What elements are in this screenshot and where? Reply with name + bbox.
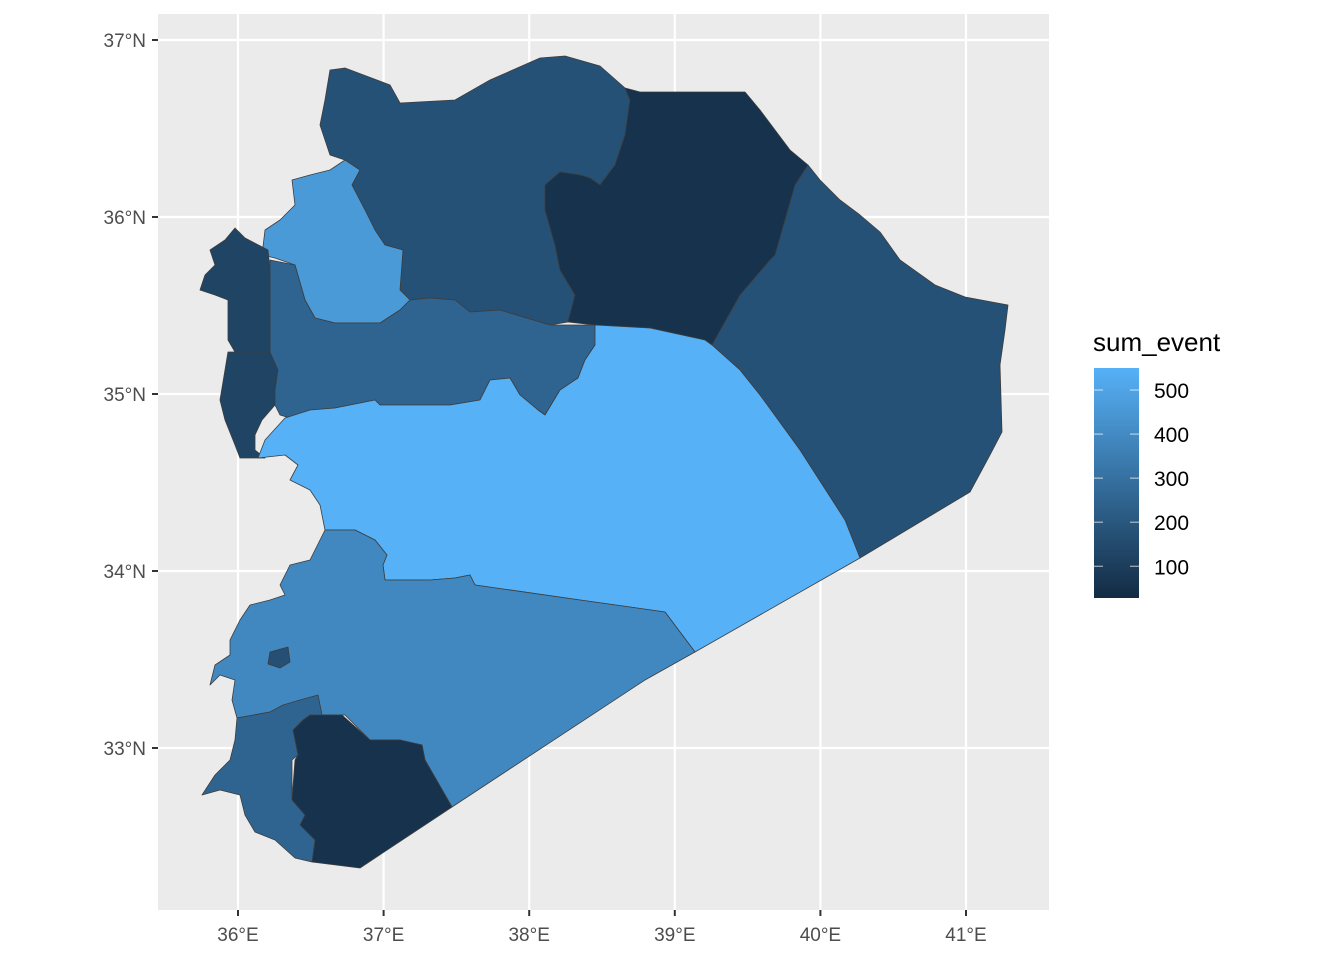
x-tick-label: 37°E — [363, 925, 404, 946]
x-tick-label: 40°E — [800, 925, 841, 946]
x-tick-label: 38°E — [508, 925, 549, 946]
legend-colorbar — [1094, 368, 1139, 598]
region-raqqa — [544, 87, 809, 346]
y-tick-label: 34°N — [104, 562, 146, 583]
x-tick-label: 36°E — [217, 925, 258, 946]
legend-label: 300 — [1154, 468, 1189, 491]
y-tick-label: 35°N — [104, 385, 146, 406]
x-tick-label: 39°E — [654, 925, 695, 946]
legend: sum_event 500 400 300 200 100 — [1093, 327, 1221, 598]
legend-title: sum_event — [1093, 327, 1221, 357]
region-hasakah — [711, 164, 1009, 559]
region-damascus — [267, 646, 291, 669]
axes: 36°E 37°E 38°E 39°E 40°E 41°E 37°N 36°N 35°N 34°N… — [104, 31, 987, 946]
legend-label: 500 — [1154, 380, 1189, 403]
y-tick-label: 33°N — [104, 739, 146, 760]
regions — [199, 55, 1009, 869]
region-daraa — [201, 694, 323, 863]
y-tick-label: 37°N — [104, 31, 146, 52]
legend-label: 400 — [1154, 424, 1189, 447]
legend-label: 100 — [1154, 556, 1189, 579]
legend-label: 200 — [1154, 512, 1189, 535]
y-tick-label: 36°N — [104, 208, 146, 229]
x-tick-label: 41°E — [945, 925, 986, 946]
